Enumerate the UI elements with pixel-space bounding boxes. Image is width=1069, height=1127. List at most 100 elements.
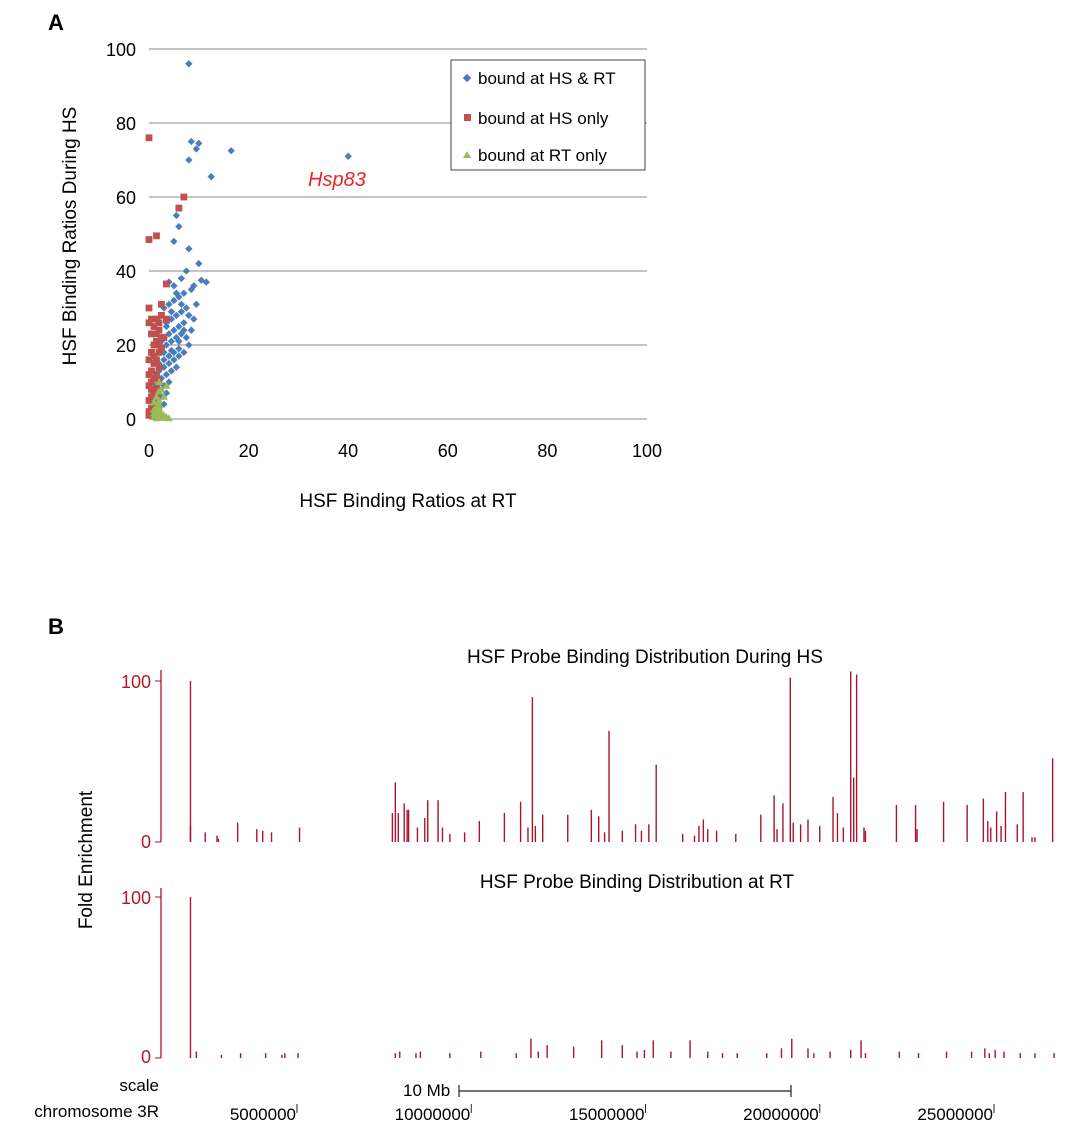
legend-marker-hs-only [464,114,471,121]
scatter-point-hs-rt [170,237,178,246]
scale-bar-label: 10 Mb [403,1081,450,1100]
scatter-x-tick-label: 100 [632,441,662,461]
scatter-point-hs-only [150,323,158,330]
scatter-point-hs-only [145,134,153,142]
scatter-point-hs-rt [180,326,188,334]
scatter-point-hs-only [153,371,160,378]
scatter-point-hs-only [155,319,163,327]
scatter-point-hs-only [155,363,163,371]
scatter-point-hs-only [163,280,170,288]
scatter-point-hs-rt [172,363,181,371]
scatter-point-hs-only [150,341,158,349]
scatter-point-hs-only [153,315,160,323]
scatter-point-hs-only [148,330,155,338]
panel-a-letter: A [48,10,64,35]
scatter-point-hs-only [145,411,153,419]
scatter-point-hs-only [150,352,158,360]
scatter-point-hs-rt [187,326,196,334]
scatter-point-hs-only [148,393,155,401]
scatter-point-hs-only [145,304,153,312]
scatter-point-hs-rt [180,348,188,357]
scatter-point-hs-rt [177,274,186,283]
scatter-point-hs-only [150,374,158,382]
panel-b-letter: B [48,614,64,639]
scatter-point-hs-rt [202,278,210,286]
scatter-point-hs-rt [187,285,196,294]
scatter-point-hs-rt [165,359,173,368]
scatter-point-rt-only [154,378,163,385]
hs-track-title: HSF Probe Binding Distribution During HS [467,647,823,668]
scatter-point-hs-rt [192,300,200,308]
scatter-point-hs-only [153,232,160,240]
scatter-point-hs-only [145,371,153,378]
scatter-point-hs-only [148,349,155,356]
scatter-point-hs-rt [175,322,183,331]
rt-track-tick-100: 100 [121,888,151,908]
scatter-x-tick-label: 40 [338,441,358,461]
legend-label-hs-only: bound at HS only [478,109,609,128]
scatter-point-hs-rt [175,345,183,353]
scatter-y-tick-label: 100 [106,40,136,60]
scatter-point-hs-rt [187,137,196,146]
scatter-point-hs-only [153,337,160,345]
hs-track-tick-0: 0 [141,832,151,852]
scatter-y-tick-label: 40 [116,262,136,282]
scatter-x-tick-label: 80 [537,441,557,461]
scatter-point-hs-only [155,341,163,349]
scatter-x-ticks: 0 20 40 60 80 100 [144,441,662,461]
scatter-point-hs-only [153,356,160,364]
scatter-point-hs-only [150,360,158,367]
scatter-point-hs-only [153,330,160,338]
hs-track-bars [189,671,1054,842]
scatter-y-tick-label: 60 [116,188,136,208]
scatter-point-rt-only [149,398,158,406]
rt-track-bars [189,897,1055,1058]
scatter-point-hs-rt [167,367,176,375]
scatter-point-hs-only [145,382,153,390]
scatter-point-hs-rt [182,333,191,342]
scatter-point-hs-only [145,356,153,364]
rt-track-title: HSF Probe Binding Distribution at RT [480,872,795,893]
hsp83-annotation: Hsp83 [308,169,366,191]
scatter-point-hs-rt [182,267,191,275]
scatter-point-rt-only [162,381,171,389]
scatter-y-tick-label: 0 [126,410,136,430]
scatter-y-ticks: 0 20 40 60 80 100 [106,40,136,430]
chromosome-tick-label: 5000000 [230,1105,296,1124]
scatter-point-hs-rt [165,352,173,360]
legend-marker-rt-only [463,151,471,158]
scatter-point-hs-rt [175,222,183,231]
scatter-point-hs-rt [175,352,183,360]
scatter-point-rt-only [154,396,163,404]
legend-label-rt-only: bound at RT only [478,146,607,165]
scatter-points [145,60,352,422]
scatter-x-tick-label: 0 [144,441,154,461]
scatter-point-hs-only [148,367,155,375]
scatter-point-rt-only [159,392,168,400]
scatter-point-hs-rt [165,300,173,308]
chromosome-tick-label: 25000000 [917,1105,993,1124]
scatter-point-hs-only [150,389,158,397]
scatter-plot: 0 20 40 60 80 100 0 20 40 60 80 100 HSF Binding Ra… [60,40,662,512]
rt-track-tick-0: 0 [141,1047,151,1067]
scatter-point-hs-rt [185,311,193,320]
scatter-point-hs-rt [207,172,215,181]
scatter-point-hs-only [158,312,165,319]
scatter-point-hs-only [155,349,163,356]
scatter-y-tick-label: 80 [116,114,136,134]
scatter-point-hs-only [155,326,163,334]
chromosome-ticks: 5000000 10000000 15000000 20000000 25000000 [230,1104,995,1124]
legend-label-hs-rt: bound at HS & RT [478,69,616,88]
hs-track-tick-100: 100 [121,672,151,692]
scatter-point-hs-only [145,319,153,327]
legend-box [450,59,646,171]
scatter-point-hs-rt [172,311,181,320]
rt-binding-track: HSF Probe Binding Distribution at RT 100… [121,872,1055,1067]
scatter-point-rt-only [157,413,166,421]
scatter-point-hs-only [148,378,155,386]
scatter-point-hs-only [158,300,165,308]
scale-label: scale [119,1076,159,1095]
scatter-point-hs-rt [170,282,178,290]
scatter-point-hs-only [180,193,188,201]
